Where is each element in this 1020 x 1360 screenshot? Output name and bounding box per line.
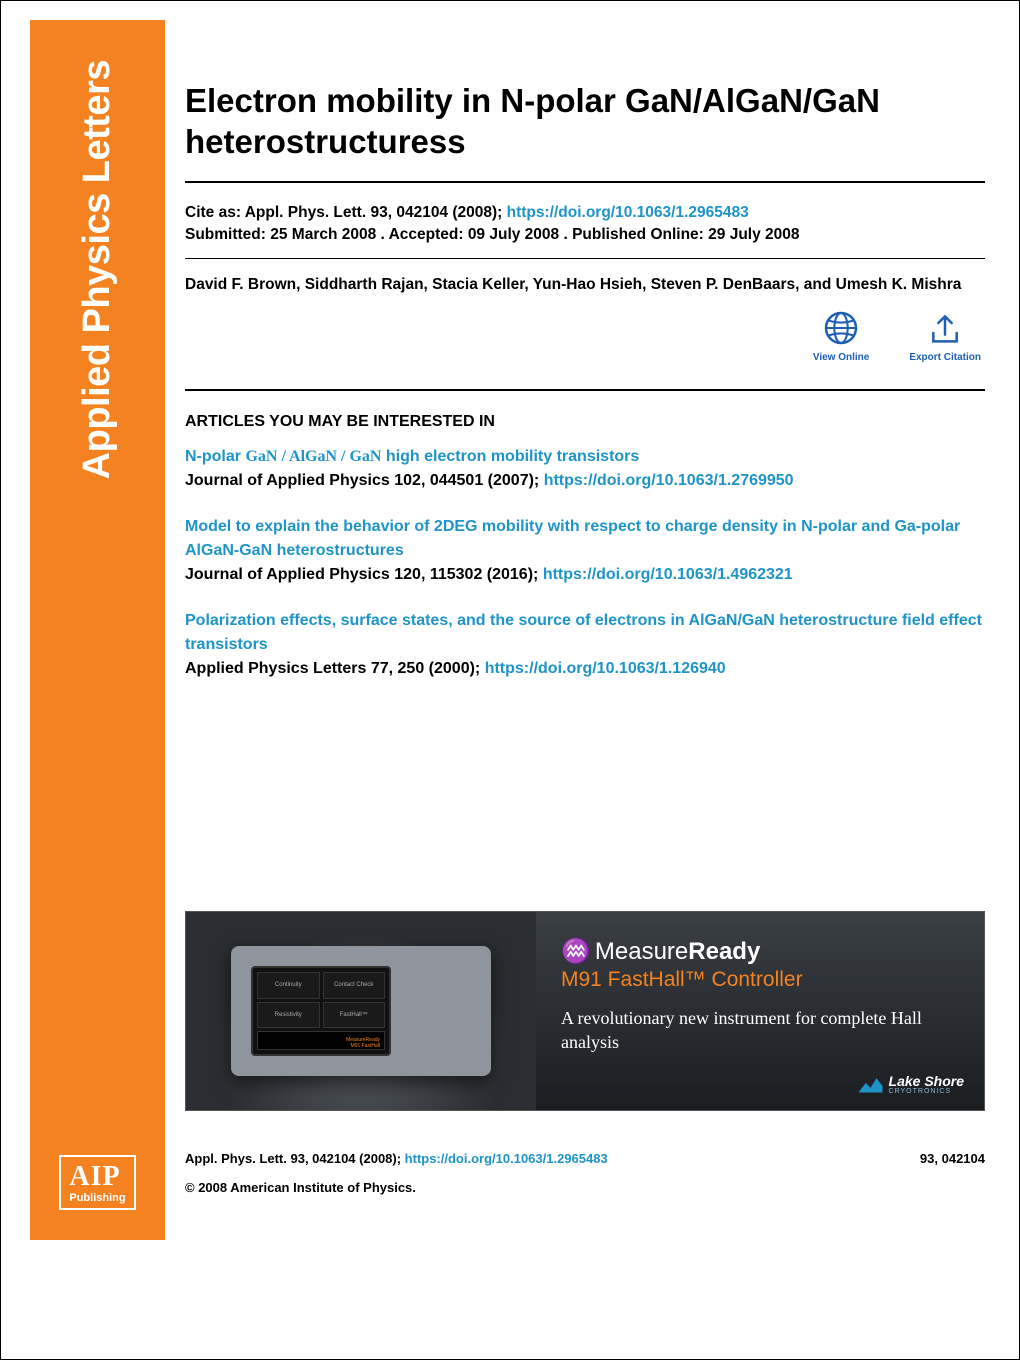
citation-line: Cite as: Appl. Phys. Lett. 93, 042104 (2… — [185, 201, 985, 224]
related-citation: Applied Physics Letters 77, 250 (2000); — [185, 660, 485, 677]
related-journal: Journal of Applied Physics — [185, 472, 394, 489]
footer-doi-link[interactable]: https://doi.org/10.1063/1.2965483 — [405, 1151, 608, 1166]
export-icon — [925, 308, 965, 348]
journal-sidebar: Applied Physics Letters AIP Publishing — [30, 20, 165, 1240]
lakeshore-top: Lake Shore — [889, 1074, 964, 1088]
journal-name: Applied Physics Letters — [76, 60, 119, 479]
export-citation-label: Export Citation — [909, 352, 981, 363]
related-article: N-polar GaN / AlGaN / GaN high electron … — [185, 445, 985, 493]
related-title-pre: Polarization effects, surface states, an… — [185, 612, 982, 653]
publisher-logo: AIP Publishing — [59, 1155, 135, 1210]
related-title-pre: Model to explain the behavior of 2DEG mo… — [185, 518, 960, 559]
related-title-pre: N-polar — [185, 448, 245, 465]
related-pages: , 115302 (2016); — [421, 566, 543, 583]
export-citation-button[interactable]: Export Citation — [909, 308, 981, 363]
related-article: Model to explain the behavior of 2DEG mo… — [185, 515, 985, 587]
related-title-link[interactable]: Model to explain the behavior of 2DEG mo… — [185, 518, 960, 559]
ad-company-logo: Lake Shore CRYOTRONICS — [859, 1074, 964, 1095]
globe-icon — [821, 308, 861, 348]
main-content: Electron mobility in N-polar GaN/AlGaN/G… — [185, 80, 985, 1195]
screen-cell: FastHall™ — [323, 1002, 386, 1029]
related-title-serif: GaN / AlGaN / GaN — [245, 448, 381, 465]
screen-cell: Contact Check — [323, 972, 386, 999]
related-journal: Journal of Applied Physics — [185, 566, 394, 583]
related-doi-link[interactable]: https://doi.org/10.1063/1.4962321 — [543, 566, 793, 583]
divider — [185, 258, 985, 259]
related-article: Polarization effects, surface states, an… — [185, 609, 985, 681]
screen-cell: Continuity — [257, 972, 320, 999]
authors: David F. Brown, Siddharth Rajan, Stacia … — [185, 273, 985, 296]
footer-right: 93, 042104 — [920, 1151, 985, 1166]
related-volume: 120 — [394, 566, 421, 583]
related-doi-link[interactable]: https://doi.org/10.1063/1.126940 — [485, 660, 726, 677]
action-row: View Online Export Citation — [185, 296, 985, 371]
publisher-logo-top: AIP — [69, 1163, 125, 1191]
lakeshore-text: Lake Shore CRYOTRONICS — [889, 1074, 964, 1095]
cite-pages: , 042104 (2008); — [388, 204, 507, 221]
ad-product-name: M91 FastHall™ Controller — [561, 968, 964, 992]
cite-prefix: Cite as: Appl. Phys. Lett. — [185, 204, 370, 221]
lakeshore-bottom: CRYOTRONICS — [889, 1088, 964, 1095]
related-title-post: high electron mobility transistors — [381, 448, 639, 465]
screen-footer-line: M91 FastHall — [351, 1043, 380, 1049]
article-title: Electron mobility in N-polar GaN/AlGaN/G… — [185, 80, 985, 163]
related-citation: Journal of Applied Physics 120, 115302 (… — [185, 566, 543, 583]
view-online-button[interactable]: View Online — [813, 308, 870, 363]
copyright: © 2008 American Institute of Physics. — [185, 1180, 985, 1195]
footer: Appl. Phys. Lett. 93, 042104 (2008); htt… — [185, 1151, 985, 1195]
ad-brand-text1: Measure — [595, 938, 688, 965]
view-online-label: View Online — [813, 352, 870, 363]
ad-brand: ♒MeasureReady — [561, 937, 964, 966]
screen-cell: Resistivity — [257, 1002, 320, 1029]
related-pages: , 250 (2000); — [389, 660, 485, 677]
publication-dates: Submitted: 25 March 2008 . Accepted: 09 … — [185, 226, 985, 244]
footer-cite-journal: Appl. Phys. Lett. — [185, 1151, 290, 1166]
ad-brand-text2: Ready — [688, 938, 760, 965]
instrument-illustration: Continuity Contact Check Resistivity Fas… — [231, 946, 491, 1076]
footer-cite-pages: , 042104 (2008); — [305, 1151, 405, 1166]
footer-citation: Appl. Phys. Lett. 93, 042104 (2008); htt… — [185, 1151, 985, 1166]
related-volume: 102 — [394, 472, 421, 489]
footer-right-pages: , 042104 — [934, 1151, 985, 1166]
related-title-link[interactable]: Polarization effects, surface states, an… — [185, 612, 982, 653]
screen-footer: MeasureReady M91 FastHall — [257, 1031, 385, 1050]
footer-cite-volume: 93 — [290, 1151, 304, 1166]
ad-text-content: ♒MeasureReady M91 FastHall™ Controller A… — [536, 912, 984, 1110]
related-heading: ARTICLES YOU MAY BE INTERESTED IN — [185, 413, 985, 431]
related-title-link[interactable]: N-polar GaN / AlGaN / GaN high electron … — [185, 448, 639, 465]
related-journal: Applied Physics Letters — [185, 660, 371, 677]
publisher-logo-bottom: Publishing — [69, 1193, 125, 1204]
divider — [185, 389, 985, 391]
related-volume: 77 — [371, 660, 389, 677]
footer-right-vol: 93 — [920, 1151, 934, 1166]
ad-tagline: A revolutionary new instrument for compl… — [561, 1006, 964, 1055]
instrument-screen: Continuity Contact Check Resistivity Fas… — [251, 966, 391, 1056]
ad-brand-icon: ♒ — [561, 938, 589, 965]
ad-product-image: Continuity Contact Check Resistivity Fas… — [186, 912, 536, 1110]
related-citation: Journal of Applied Physics 102, 044501 (… — [185, 472, 544, 489]
doi-link[interactable]: https://doi.org/10.1063/1.2965483 — [507, 204, 749, 221]
cite-volume: 93 — [370, 204, 387, 221]
lakeshore-icon — [859, 1077, 883, 1093]
advertisement-banner[interactable]: Continuity Contact Check Resistivity Fas… — [185, 911, 985, 1111]
related-pages: , 044501 (2007); — [421, 472, 544, 489]
divider — [185, 181, 985, 183]
related-doi-link[interactable]: https://doi.org/10.1063/1.2769950 — [544, 472, 794, 489]
